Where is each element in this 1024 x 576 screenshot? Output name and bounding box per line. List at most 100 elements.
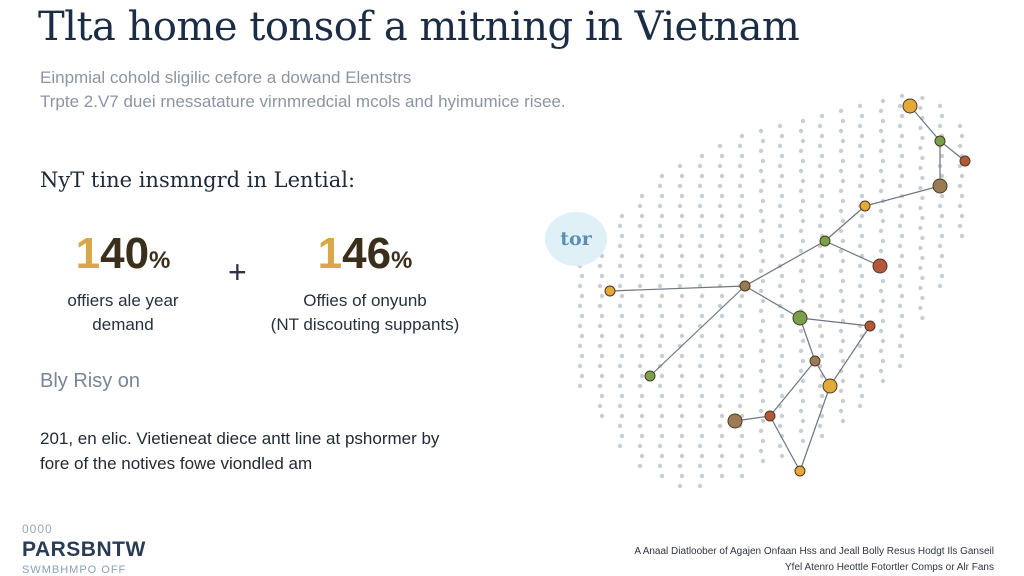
map-dot [959,193,965,199]
map-dot [657,423,663,429]
map-dot [777,143,783,149]
map-dot [920,155,925,161]
map-dot [838,128,844,134]
map-dot [637,203,643,209]
map-dot [920,235,925,241]
map-dot [899,133,905,139]
map-dot [679,233,685,239]
page-title: Tlta home tonsof a mitning in Vietnam [38,4,800,50]
map-dot [777,183,783,189]
map-dot [840,258,846,264]
map-dot [760,198,766,204]
map-dot [800,178,806,184]
map-dot [579,293,585,299]
map-dot [699,193,705,199]
map-dot [897,143,903,149]
map-dot [679,253,685,259]
map-dot [617,303,623,309]
map-dot [699,333,705,339]
map-dot [838,248,844,254]
map-dot [800,258,806,264]
map-dot [817,183,823,189]
map-dot [657,403,663,409]
map-dot [619,253,625,259]
map-dot [800,398,806,404]
map-dot [920,215,925,221]
map-dot [897,183,903,189]
map-dot [739,153,745,159]
map-dot [637,243,643,249]
map-dot [939,253,945,259]
map-dot [920,175,925,181]
map-dot [597,323,603,329]
map-node-icon [822,378,838,394]
map-dot [819,333,825,339]
map-dot [637,403,643,409]
map-dot [619,353,625,359]
map-dot [697,183,703,189]
map-dot [937,243,943,249]
map-dot [819,253,825,259]
map-dot [697,483,703,489]
map-dot [679,213,685,219]
map-dot [878,128,884,134]
map-dot [659,313,665,319]
map-dot [957,123,963,129]
map-dot [758,268,764,274]
map-dot [619,333,625,339]
map-dot [599,373,605,379]
map-dot [739,353,745,359]
map-dot [637,283,643,289]
by-rising-label: Bly Risy on [40,370,141,392]
map-dot [779,193,785,199]
map-dot [677,323,683,329]
map-dot [737,263,743,269]
map-dot [798,328,804,334]
map-dot [800,238,806,244]
map-dot [619,393,625,399]
map-dot [897,303,903,309]
map-dot [737,143,743,149]
map-dot [819,173,825,179]
map-dot [719,173,725,179]
map-dot [737,243,743,249]
map-dot [777,163,783,169]
map-dot [798,288,804,294]
map-dot [659,253,665,259]
map-dot [699,413,705,419]
map-dot [699,213,705,219]
map-dot [817,383,823,389]
map-dot [637,443,643,449]
map-dot [719,373,725,379]
map-node-icon [809,355,821,367]
map-dot [758,368,764,374]
map-node-icon [792,310,808,326]
map-dot [817,123,823,129]
map-dot [639,393,645,399]
map-dot [699,353,705,359]
map-dot [659,173,665,179]
map-dot [840,318,846,324]
map-dot [739,473,745,479]
map-dot [637,323,643,329]
map-dot [880,298,886,304]
map-dot [899,213,905,219]
map-dot [880,378,886,384]
map-dot [719,273,725,279]
map-dot [657,343,663,349]
map-node-icon [644,370,656,382]
map-dot [677,423,683,429]
map-dot [899,293,905,299]
map-dot [659,193,665,199]
map-dot [798,268,804,274]
map-dot [918,245,923,251]
map-dot [878,248,884,254]
map-dot [599,353,605,359]
map-dot [739,313,745,319]
map-dot [760,318,766,324]
map-dot [840,418,846,424]
map-dot [657,183,663,189]
map-dot [798,428,804,434]
map-dot [739,253,745,259]
map-dot [719,453,725,459]
